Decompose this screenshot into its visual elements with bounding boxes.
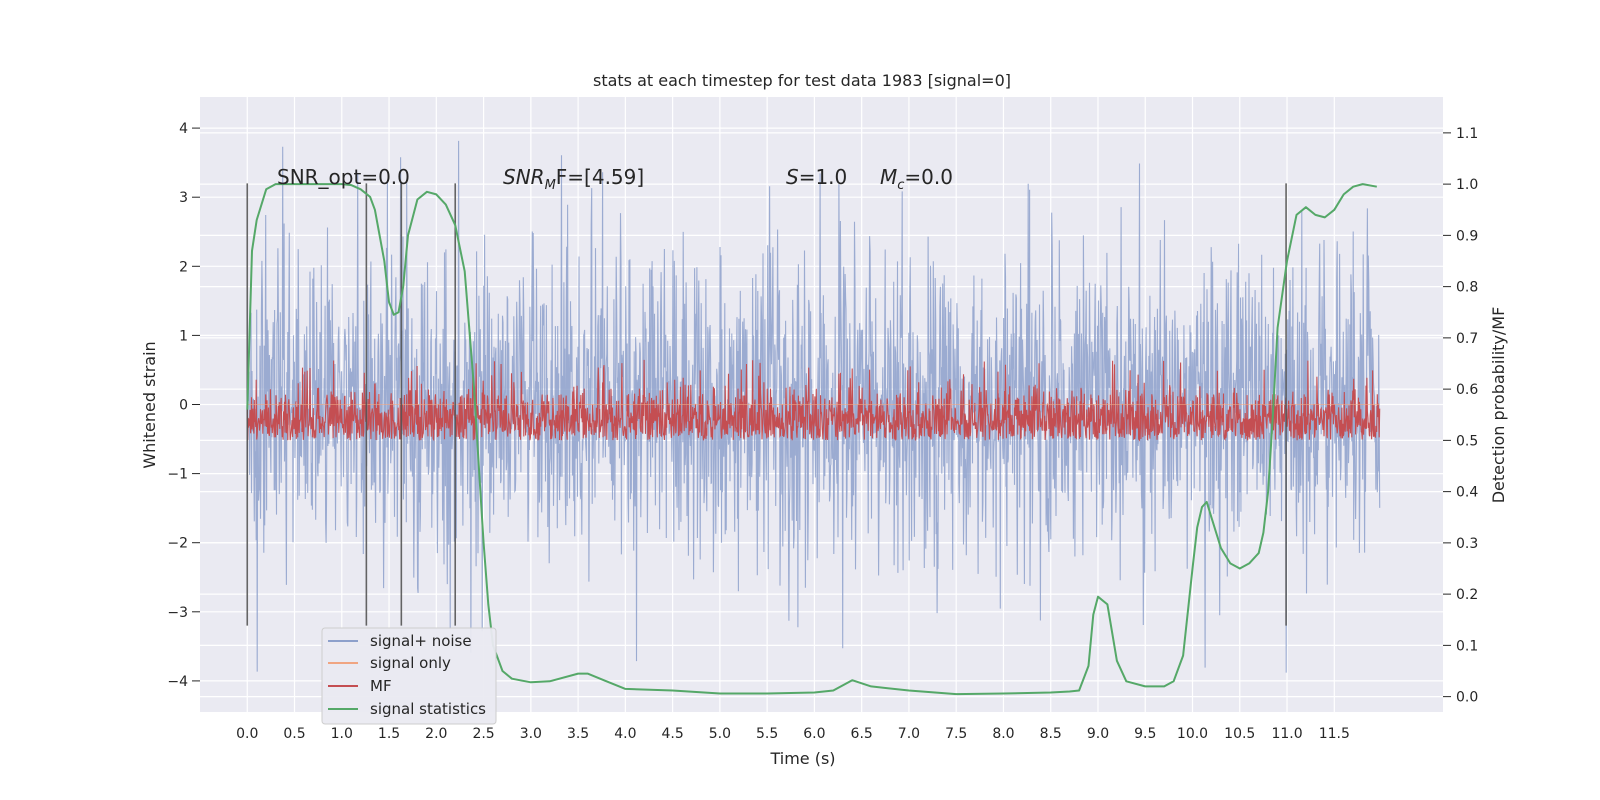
annotation-mc-sub: c	[897, 178, 904, 193]
legend-item-signal-noise: signal+ noise	[328, 632, 472, 650]
annotation-snr-mf: SNRMF=[4.59]	[503, 165, 644, 193]
y2-tick-label: 0.9	[1456, 228, 1478, 244]
x-tick-label: 6.0	[803, 726, 825, 742]
annotation-s: S=1.0	[786, 165, 847, 189]
x-tick-label: 0.5	[283, 726, 305, 742]
x-tick-label: 7.5	[945, 726, 967, 742]
y2-tick-label: 0.4	[1456, 485, 1478, 501]
x-tick-label: 1.5	[378, 726, 400, 742]
x-tick-label: 10.5	[1224, 726, 1255, 742]
chart-title: stats at each timestep for test data 198…	[593, 71, 1011, 90]
annotations: SNR_opt=0.0 SNRMF=[4.59] S=1.0 Mc=0.0	[277, 165, 953, 193]
y2-axis-label: Detection probability/MF	[1489, 307, 1508, 504]
vertical-markers	[246, 183, 1287, 626]
y2-tick-label: 0.1	[1456, 638, 1478, 654]
annotation-mc-prefix: M	[880, 165, 897, 189]
series-signal-statistics	[246, 183, 1377, 696]
y-tick-label: 0	[179, 398, 188, 414]
x-tick-label: 4.5	[661, 726, 683, 742]
legend-item-signal-only: signal only	[328, 654, 451, 672]
y2-tick-label: 0.0	[1456, 690, 1478, 706]
x-tick-label: 2.0	[425, 726, 447, 742]
x-tick-label: 4.0	[614, 726, 636, 742]
annotation-mc: Mc=0.0	[880, 165, 953, 193]
y-axis-right: 1.1 1.0 0.9 0.8 0.7 0.6 0.5 0.4 0.3 0.2 0.1 0.0	[1443, 126, 1478, 706]
legend-label-signal-statistics: signal statistics	[370, 700, 486, 718]
x-tick-label: 7.0	[898, 726, 920, 742]
y2-tick-label: 0.8	[1456, 280, 1478, 296]
y-tick-label: −4	[167, 674, 188, 690]
series-line-signal-statistics	[246, 183, 1377, 696]
y-tick-label: 1	[179, 328, 188, 344]
y2-tick-label: 1.0	[1456, 177, 1478, 193]
x-tick-label: 8.5	[1040, 726, 1062, 742]
annotation-s-prefix: S	[786, 165, 799, 189]
annotation-s-value: =1.0	[799, 165, 848, 189]
annotation-snr-mf-suffix: F=[4.59]	[556, 165, 644, 189]
y-axis-left: 4 3 2 1 0 −1 −2 −3 −4	[167, 121, 200, 690]
x-tick-label: 9.0	[1087, 726, 1109, 742]
y2-tick-label: 0.3	[1456, 536, 1478, 552]
y-tick-label: −1	[167, 467, 188, 483]
annotation-snr-opt: SNR_opt=0.0	[277, 165, 410, 189]
x-tick-label: 5.5	[756, 726, 778, 742]
y-tick-label: 4	[179, 121, 188, 137]
x-tick-label: 9.5	[1134, 726, 1156, 742]
legend-item-mf: MF	[328, 677, 392, 695]
y-axis-label: Whitened strain	[140, 341, 159, 468]
x-tick-label: 6.5	[851, 726, 873, 742]
legend-label-signal-only: signal only	[370, 654, 451, 672]
annotation-mc-value: =0.0	[904, 165, 953, 189]
annotation-snr-mf-prefix: SNR	[503, 165, 545, 189]
x-axis-label: Time (s)	[769, 749, 835, 768]
series-mf	[246, 359, 1381, 442]
y2-tick-label: 0.7	[1456, 331, 1478, 347]
legend-box	[321, 627, 497, 725]
y2-tick-label: 0.6	[1456, 382, 1478, 398]
x-tick-label: 11.0	[1271, 726, 1302, 742]
y2-tick-label: 0.2	[1456, 587, 1478, 603]
annotation-snr-mf-sub: M	[545, 178, 556, 193]
x-tick-label: 0.0	[236, 726, 258, 742]
y2-tick-label: 0.5	[1456, 433, 1478, 449]
y-tick-label: −2	[167, 536, 188, 552]
y-tick-label: −3	[167, 605, 188, 621]
legend-item-signal-statistics: signal statistics	[328, 700, 486, 718]
y-tick-label: 3	[179, 190, 188, 206]
series-line-mf	[246, 359, 1381, 442]
legend-label-mf: MF	[370, 677, 392, 695]
x-tick-label: 3.0	[520, 726, 542, 742]
x-tick-label: 5.0	[709, 726, 731, 742]
x-tick-label: 10.0	[1177, 726, 1208, 742]
x-tick-label: 3.5	[567, 726, 589, 742]
x-tick-label: 1.0	[331, 726, 353, 742]
legend: signal+ noise signal only MF signal stat…	[321, 627, 497, 725]
x-axis: 0.0 0.5 1.0 1.5 2.0 2.5 3.0 3.5 4.0 4.5 5.0 5.5 6.0 6…	[236, 726, 1350, 742]
y-tick-label: 2	[179, 259, 188, 275]
x-tick-label: 8.0	[992, 726, 1014, 742]
x-tick-label: 2.5	[472, 726, 494, 742]
y2-tick-label: 1.1	[1456, 126, 1478, 142]
legend-label-signal-noise: signal+ noise	[370, 632, 472, 650]
x-tick-label: 11.5	[1319, 726, 1350, 742]
